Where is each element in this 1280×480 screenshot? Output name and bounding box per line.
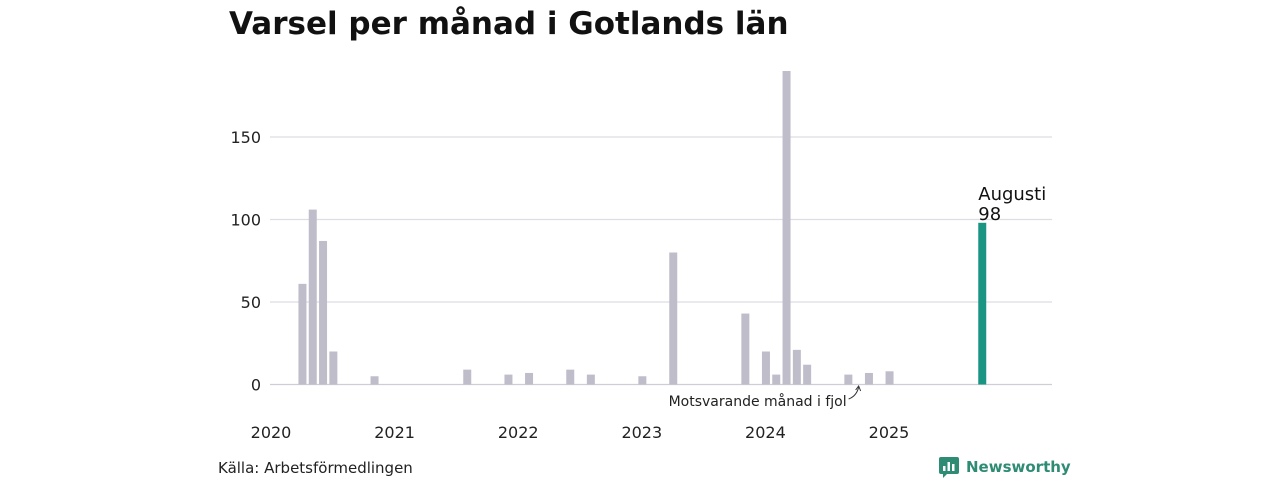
bar (298, 283, 307, 385)
y-tick-label: 50 (241, 293, 261, 312)
newsworthy-logo-icon (939, 457, 959, 478)
bar (319, 240, 328, 385)
bar (792, 349, 801, 385)
bar (772, 374, 781, 385)
bar (669, 252, 678, 385)
y-axis-ticks: 0 50 100 150 (230, 128, 261, 395)
y-tick-label: 150 (230, 128, 261, 147)
bar (566, 369, 575, 385)
bar (864, 372, 873, 385)
highlight-month-label: Augusti (978, 184, 1046, 205)
bar (638, 376, 647, 385)
bar (525, 372, 534, 385)
x-tick-label: 2021 (374, 423, 415, 442)
bar (844, 374, 853, 385)
bar (463, 369, 472, 385)
y-tick-label: 100 (230, 211, 261, 230)
bar (308, 209, 317, 385)
highlight-value-label: 98 (978, 204, 1001, 225)
y-tick-label: 0 (251, 376, 261, 395)
x-tick-label: 2020 (251, 423, 292, 442)
brand-logo[interactable]: Newsworthy (938, 456, 1071, 478)
bar (885, 371, 894, 385)
x-axis-ticks: 2020 2021 2022 2023 2024 2025 (251, 423, 910, 442)
bar (803, 364, 812, 385)
bar (761, 351, 770, 385)
x-tick-label: 2025 (869, 423, 910, 442)
brand-name: Newsworthy (966, 458, 1071, 476)
bar-highlight (978, 222, 987, 385)
x-tick-label: 2024 (745, 423, 786, 442)
last-year-arrowhead (855, 384, 862, 392)
x-tick-label: 2022 (498, 423, 539, 442)
chart-title: Varsel per månad i Gotlands län (229, 6, 789, 42)
last-year-arrow (848, 386, 860, 400)
bar (782, 71, 791, 385)
gridlines (270, 136, 1052, 386)
bar (370, 376, 379, 385)
bar (741, 313, 750, 385)
bars (298, 71, 987, 385)
x-tick-label: 2023 (621, 423, 662, 442)
bar (504, 374, 513, 385)
bar (586, 374, 595, 385)
last-year-label: Motsvarande månad i fjol (669, 393, 847, 410)
bar (329, 351, 338, 385)
source-note: Källa: Arbetsförmedlingen (218, 459, 413, 477)
